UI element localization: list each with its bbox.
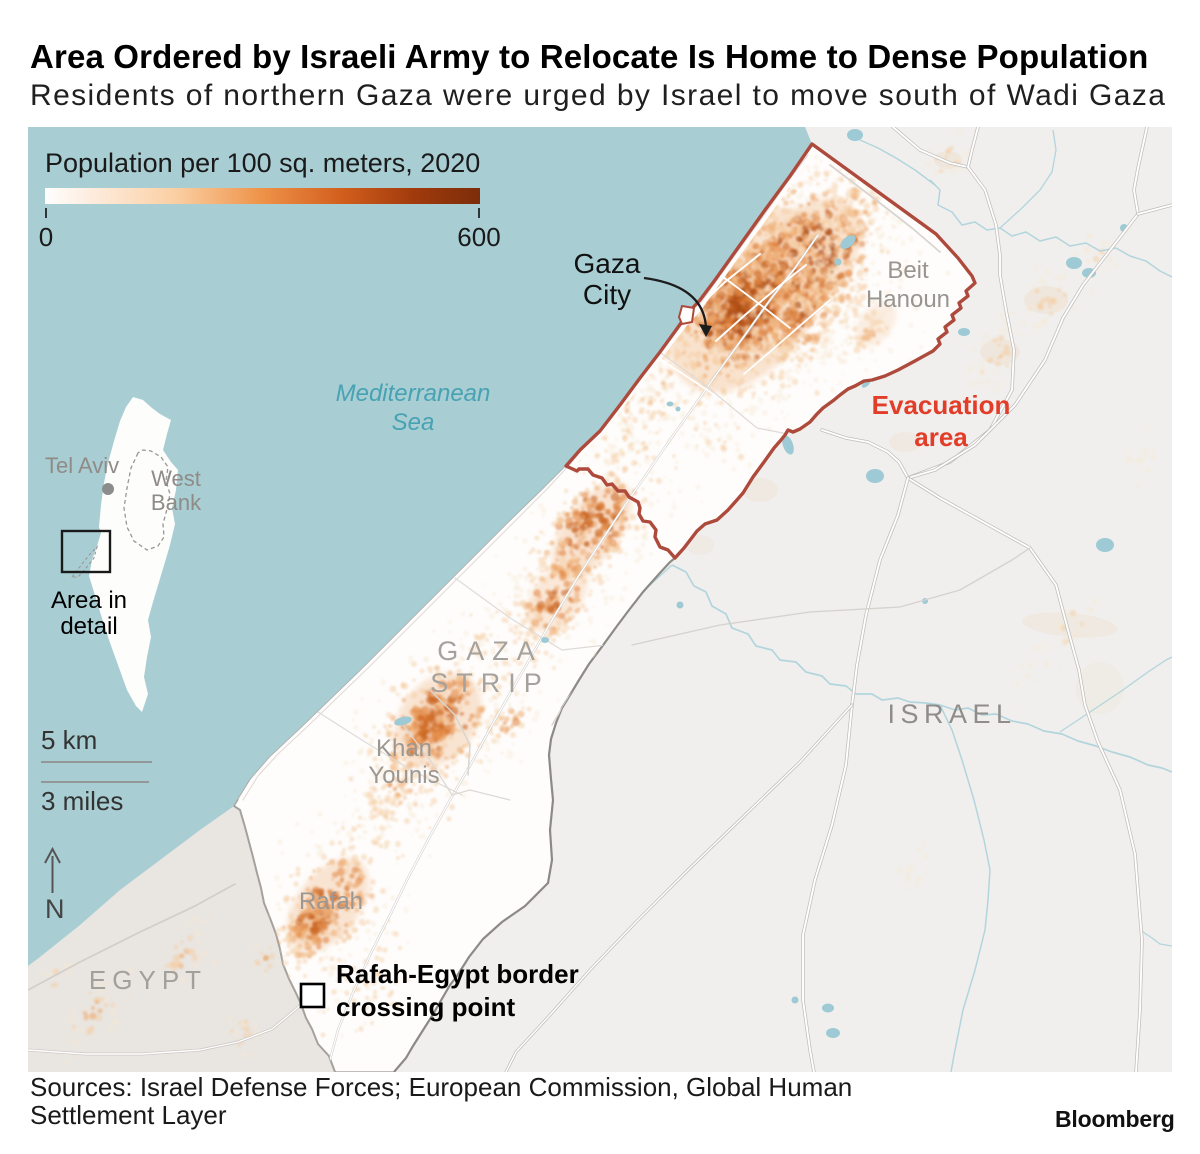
svg-text:Sea: Sea [392,409,435,436]
svg-text:Hanoun: Hanoun [866,286,950,313]
svg-text:City: City [583,279,631,310]
svg-text:600: 600 [457,222,500,252]
svg-text:Gaza: Gaza [574,248,641,279]
svg-text:STRIP: STRIP [430,668,550,698]
svg-text:Tel Aviv: Tel Aviv [45,453,119,478]
svg-text:Rafah-Egypt border: Rafah-Egypt border [336,959,579,989]
svg-text:ISRAEL: ISRAEL [887,699,1016,729]
svg-text:GAZA: GAZA [437,636,543,666]
svg-text:Population per 100 sq. meters,: Population per 100 sq. meters, 2020 [45,148,480,178]
svg-text:Area in: Area in [51,587,127,614]
svg-text:5 km: 5 km [41,725,97,755]
svg-text:Beit: Beit [887,257,929,284]
svg-text:area: area [914,422,968,452]
svg-text:0: 0 [39,222,53,252]
svg-text:Mediterranean: Mediterranean [336,380,491,407]
svg-text:Khan: Khan [376,735,432,762]
svg-text:Bank: Bank [151,490,202,515]
svg-text:N: N [45,894,65,924]
svg-text:3 miles: 3 miles [41,786,123,816]
svg-text:West: West [151,466,201,491]
svg-text:Rafah: Rafah [299,888,363,915]
svg-text:EGYPT: EGYPT [89,965,207,995]
svg-text:Evacuation: Evacuation [872,390,1011,420]
svg-text:Younis: Younis [368,762,439,789]
svg-text:crossing point: crossing point [336,992,515,1022]
svg-text:detail: detail [60,613,117,640]
